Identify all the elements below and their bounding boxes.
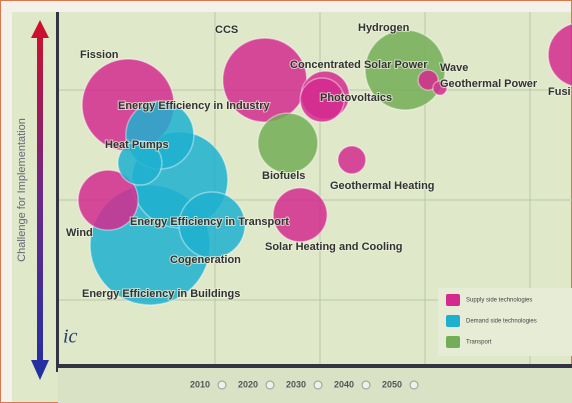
timeline-radio[interactable] [361,380,371,390]
timeline-label[interactable]: 2020 [238,379,258,389]
y-axis-label: Challenge for Implementation [16,118,28,262]
legend-swatch [446,315,460,327]
labels: Fission CCS Concentrated Solar Power Wave Ge… [65,21,572,301]
timeline-label[interactable]: 2050 [382,379,402,389]
bubble-label: Concentrated Solar Power [290,59,428,71]
bubble-label: Biofuels [262,170,305,182]
bubble-label: Heat Pumps [105,139,169,151]
bubble-label: Wave [440,62,468,74]
timeline-label[interactable]: 2010 [190,379,210,389]
bubble [77,169,139,231]
bubble [364,29,446,111]
bubble-label: Energy Efficiency in Industry [118,100,270,112]
bubble [257,112,319,174]
bubble-label: Geothermal Heating [330,180,435,192]
bubble-label: Solar Heating and Cooling [265,241,403,253]
bubble [299,77,345,123]
bubble-label: Energy Efficiency in Buildings [82,288,240,300]
timeline-label[interactable]: 2030 [286,379,306,389]
timeline: 2010 2020 2030 2040 2050 [190,379,419,390]
y-arrow [31,20,49,380]
logo: ic [63,326,78,348]
axis-line [56,364,572,368]
bubble [417,69,439,91]
legend-swatch [446,294,460,306]
bubble-label: Cogeneration [170,254,241,266]
bubble-label: Geothermal Power [440,78,538,90]
timeline-label[interactable]: 2040 [334,379,354,389]
bubble [547,23,572,87]
bubble-label: Fission [80,49,119,61]
legend [438,288,572,356]
bubble-label: CCS [215,24,238,36]
bubble [272,187,328,243]
bubble [337,145,367,175]
legend-items: Supply side technologies Demand side tech… [446,294,537,348]
bubble [117,140,163,186]
bubble [178,191,246,259]
timeline-radio[interactable] [409,380,419,390]
bubbles [77,23,572,306]
bubble-label: Wind [66,227,93,239]
timeline-radio[interactable] [265,380,275,390]
legend-label: Demand side technologies [466,319,537,325]
bubble-label: Hydrogen [358,22,410,34]
bubble-label: Photovoltaics [320,92,392,104]
legend-swatch [446,336,460,348]
timeline-radio[interactable] [217,380,227,390]
legend-label: Supply side technologies [466,298,532,304]
legend-label: Transport [466,340,492,346]
timeline-radio[interactable] [313,380,323,390]
axis-line [56,12,59,372]
bubble-label: Fusi [548,86,571,98]
bubble-label: Energy Efficiency in Transport [130,216,289,228]
bubble [432,80,448,96]
